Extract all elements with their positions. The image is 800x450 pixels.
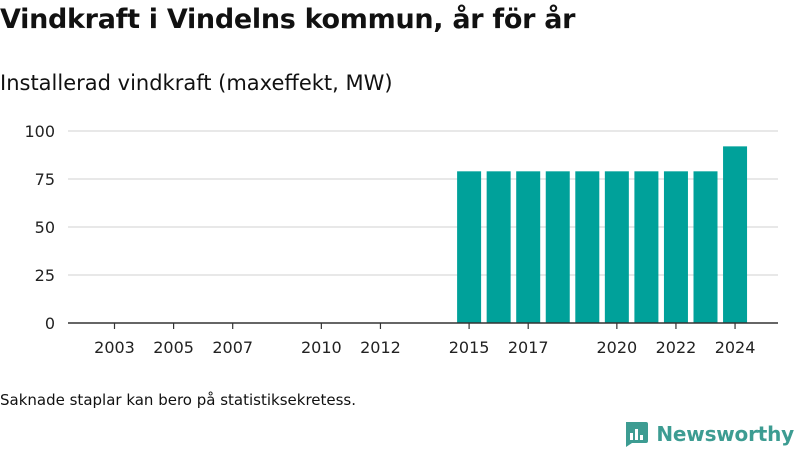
newsworthy-logo-icon	[626, 422, 649, 447]
bar-2019	[575, 171, 600, 323]
y-tick-label: 100	[24, 122, 55, 141]
x-tick-label: 2024	[715, 338, 756, 357]
x-tick-label: 2015	[449, 338, 490, 357]
x-tick-label: 2020	[596, 338, 637, 357]
footnote: Saknade staplar kan bero på statistiksek…	[0, 391, 357, 409]
x-tick-label: 2022	[656, 338, 697, 357]
x-axis-labels: 2003 2005 2007 2010 2012 2015 2017 2020 2022 2024	[94, 338, 755, 357]
x-tick-label: 2007	[212, 338, 253, 357]
y-tick-label: 25	[35, 266, 55, 285]
y-tick-label: 0	[45, 314, 55, 333]
bar-2022	[663, 171, 688, 323]
y-axis-labels: 0 25 50 75 100	[24, 122, 55, 333]
x-tick-label: 2010	[301, 338, 342, 357]
bar-2018	[545, 171, 570, 323]
bar-2020	[604, 171, 629, 323]
y-tick-label: 50	[35, 218, 55, 237]
x-tick-label: 2003	[94, 338, 135, 357]
bar-2015	[457, 171, 482, 323]
x-tick-label: 2012	[360, 338, 401, 357]
chart-subtitle: Installerad vindkraft (maxeffekt, MW)	[0, 71, 393, 95]
bar-2024	[723, 146, 748, 323]
x-tick-label: 2005	[153, 338, 194, 357]
y-tick-label: 75	[35, 170, 55, 189]
bars	[457, 146, 748, 323]
bar-2017	[516, 171, 541, 323]
chart-title: Vindkraft i Vindelns kommun, år för år	[0, 4, 576, 35]
bar-2021	[634, 171, 659, 323]
brand-logo[interactable]: Newsworthy	[623, 420, 794, 448]
x-axis-ticks	[113, 323, 736, 329]
grid-lines	[68, 130, 778, 276]
bar-2023	[693, 171, 718, 323]
brand-name: Newsworthy	[656, 422, 794, 446]
bar-2016	[486, 171, 511, 323]
x-tick-label: 2017	[508, 338, 549, 357]
